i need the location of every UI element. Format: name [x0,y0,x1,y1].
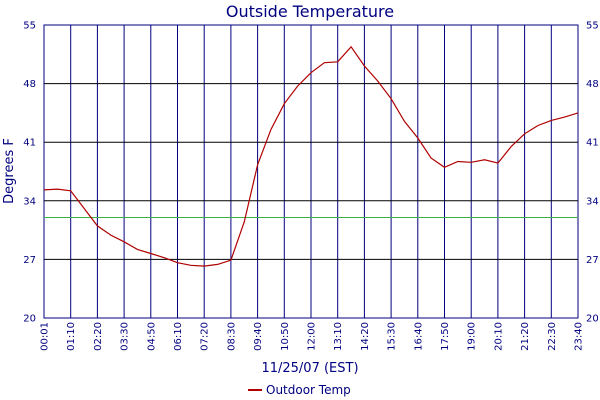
x-tick-label: 03:30 [120,322,131,351]
series-layer [43,45,579,267]
y-tick-label-left: 20 [23,314,36,325]
y-tick-label-right: 34 [586,196,599,207]
x-tick-label: 02:20 [93,322,104,351]
x-tick-label: 15:30 [387,322,398,351]
y-tick-label-left: 27 [23,255,36,266]
x-tick-label: 17:50 [440,322,451,351]
x-tick-label: 01:10 [66,322,77,351]
x-tick-label: 09:40 [253,322,264,351]
x-tick-label: 13:10 [333,322,344,351]
x-tick-label: 00:01 [40,322,51,351]
x-tick-label: 23:40 [574,322,585,351]
x-tick-label: 12:00 [307,322,318,351]
grid-lines [44,25,578,318]
x-tick-label: 14:20 [360,322,371,351]
y-tick-label-right: 27 [586,255,599,266]
x-tick-label: 07:20 [200,322,211,351]
chart-title: Outside Temperature [226,2,394,21]
x-axis-title: 11/25/07 (EST) [261,361,358,376]
x-tick-label: 04:50 [146,322,157,351]
y-tick-label-right: 48 [586,79,599,90]
y-tick-label-left: 55 [23,21,36,32]
x-tick-label: 10:50 [280,322,291,351]
y-tick-label-left: 48 [23,79,36,90]
y-tick-label-left: 34 [23,196,36,207]
x-tick-label: 06:10 [173,322,184,351]
x-tick-label: 22:30 [547,322,558,351]
x-tick-label: 19:00 [467,322,478,351]
series-line-outdoor-temp [43,45,579,267]
x-tick-label: 21:20 [520,322,531,351]
x-tick-label: 08:30 [226,322,237,351]
x-tick-label: 16:40 [413,322,424,351]
legend: Outdoor Temp [248,383,351,397]
x-tick-label: 20:10 [493,322,504,351]
y-tick-label-left: 41 [23,138,36,149]
y-axis-title: Degrees F [2,138,17,204]
y-tick-label-right: 41 [586,138,599,149]
y-tick-label-right: 55 [586,21,599,32]
y-tick-label-right: 20 [586,314,599,325]
x-tick-labels: 00:01 01:10 02:20 03:30 04:50 06:10 07:20 08:30… [40,322,585,351]
legend-label: Outdoor Temp [266,383,351,397]
y-tick-labels: 20 20 27 27 34 34 41 41 48 48 55 55 [23,21,598,325]
